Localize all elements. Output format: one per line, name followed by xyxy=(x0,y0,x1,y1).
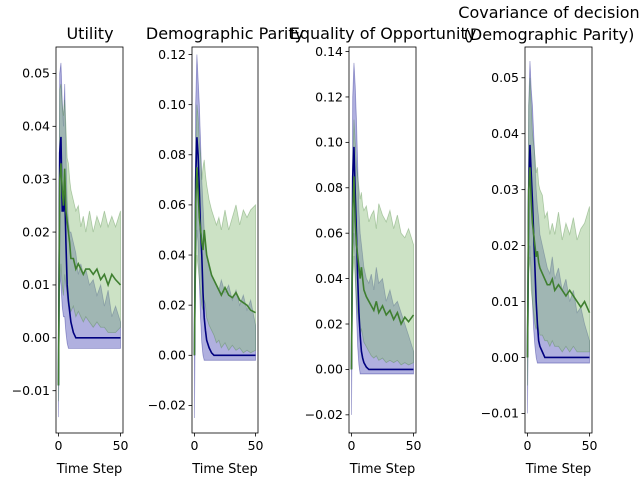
x-axis-label: Time Step xyxy=(56,462,123,477)
x-tick-label: 0 xyxy=(348,438,356,453)
y-tick-label: 0.06 xyxy=(158,197,186,212)
chart-title: Equality of Opportunity xyxy=(290,24,476,43)
axes-frame xyxy=(348,46,417,434)
series-a-band xyxy=(351,62,414,415)
y-tick-label: 0.04 xyxy=(315,271,343,286)
y-tick-label: 0.00 xyxy=(22,330,50,345)
y-tick-label: −0.02 xyxy=(148,398,186,413)
chart-title: Utility xyxy=(66,24,113,43)
y-tick-label: 0.12 xyxy=(158,47,186,62)
series-a-band xyxy=(58,62,121,418)
y-tick-label: 0.03 xyxy=(22,171,50,186)
y-tick-label: 0.01 xyxy=(22,277,50,292)
y-tick-label: 0.02 xyxy=(22,224,50,239)
x-axis-label: Time Step xyxy=(525,462,592,477)
series-b-line xyxy=(57,163,122,386)
x-tick-label: 50 xyxy=(582,438,598,453)
y-tick-label: 0.04 xyxy=(22,119,50,134)
x-tick-label: 0 xyxy=(55,438,63,453)
subplot-1: −0.01 0.00 0.01 0.02 0.03 0.04 0.05 0 50 Time Ste… xyxy=(12,24,129,477)
x-tick-label: 0 xyxy=(190,438,198,453)
subplot-4: −0.01 0.00 0.01 0.02 0.03 0.04 0.05 0 50 Time Ste… xyxy=(458,3,639,477)
chart-title: (Demographic Parity) xyxy=(464,25,635,44)
subplot-2: −0.02 0.00 0.02 0.04 0.06 0.08 0.10 0.12 0 50 Time… xyxy=(146,24,304,477)
chart-title: Demographic Parity xyxy=(146,24,304,43)
plot-area xyxy=(526,60,591,414)
y-tick-label: 0.03 xyxy=(491,182,519,197)
y-tick-label: 0.10 xyxy=(315,135,343,150)
y-tick-label: 0.08 xyxy=(315,180,343,195)
chart-title: Covariance of decision xyxy=(458,3,639,22)
axes-frame xyxy=(55,46,124,434)
series-a-line xyxy=(57,136,121,386)
axes-frame xyxy=(191,46,259,434)
x-axis-label: Time Step xyxy=(349,462,416,477)
y-tick-label: 0.04 xyxy=(158,247,186,262)
y-tick-label: 0.05 xyxy=(22,66,50,81)
y-tick-label: 0.05 xyxy=(491,70,519,85)
plot-area xyxy=(193,54,256,418)
plot-area xyxy=(350,62,415,415)
y-tick-label: 0.00 xyxy=(315,362,343,377)
y-tick-label: 0.12 xyxy=(315,89,343,104)
series-a-line xyxy=(526,144,590,359)
y-tick-label: 0.01 xyxy=(491,294,519,309)
x-tick-label: 0 xyxy=(524,438,532,453)
y-tick-label: 0.02 xyxy=(315,316,343,331)
y-tick-label: 0.08 xyxy=(158,147,186,162)
series-b-band xyxy=(194,104,256,356)
y-tick-label: 0.00 xyxy=(491,350,519,365)
series-b-line xyxy=(350,176,415,370)
y-tick-label: 0.04 xyxy=(491,126,519,141)
y-tick-label: 0.00 xyxy=(158,348,186,363)
x-axis-label: Time Step xyxy=(191,462,258,477)
series-a-band xyxy=(527,60,590,414)
x-tick-label: 50 xyxy=(406,438,422,453)
series-b-line xyxy=(526,167,591,358)
y-tick-label: −0.01 xyxy=(481,406,519,421)
y-tick-label: −0.02 xyxy=(305,407,343,422)
series-a-line xyxy=(193,137,256,357)
subplot-3: −0.02 0.00 0.02 0.04 0.06 0.08 0.10 0.12 0.14 0 50… xyxy=(290,24,476,477)
y-tick-label: 0.10 xyxy=(158,97,186,112)
plot-area xyxy=(57,62,122,418)
x-tick-label: 50 xyxy=(248,438,264,453)
y-tick-label: 0.02 xyxy=(158,297,186,312)
y-tick-label: 0.14 xyxy=(315,44,343,59)
y-tick-label: 0.02 xyxy=(491,238,519,253)
series-b-band xyxy=(351,119,414,370)
x-tick-label: 50 xyxy=(113,438,129,453)
y-tick-label: 0.06 xyxy=(315,225,343,240)
axes-frame xyxy=(524,46,593,434)
y-tick-label: −0.01 xyxy=(12,383,50,398)
series-b-line xyxy=(193,167,256,356)
